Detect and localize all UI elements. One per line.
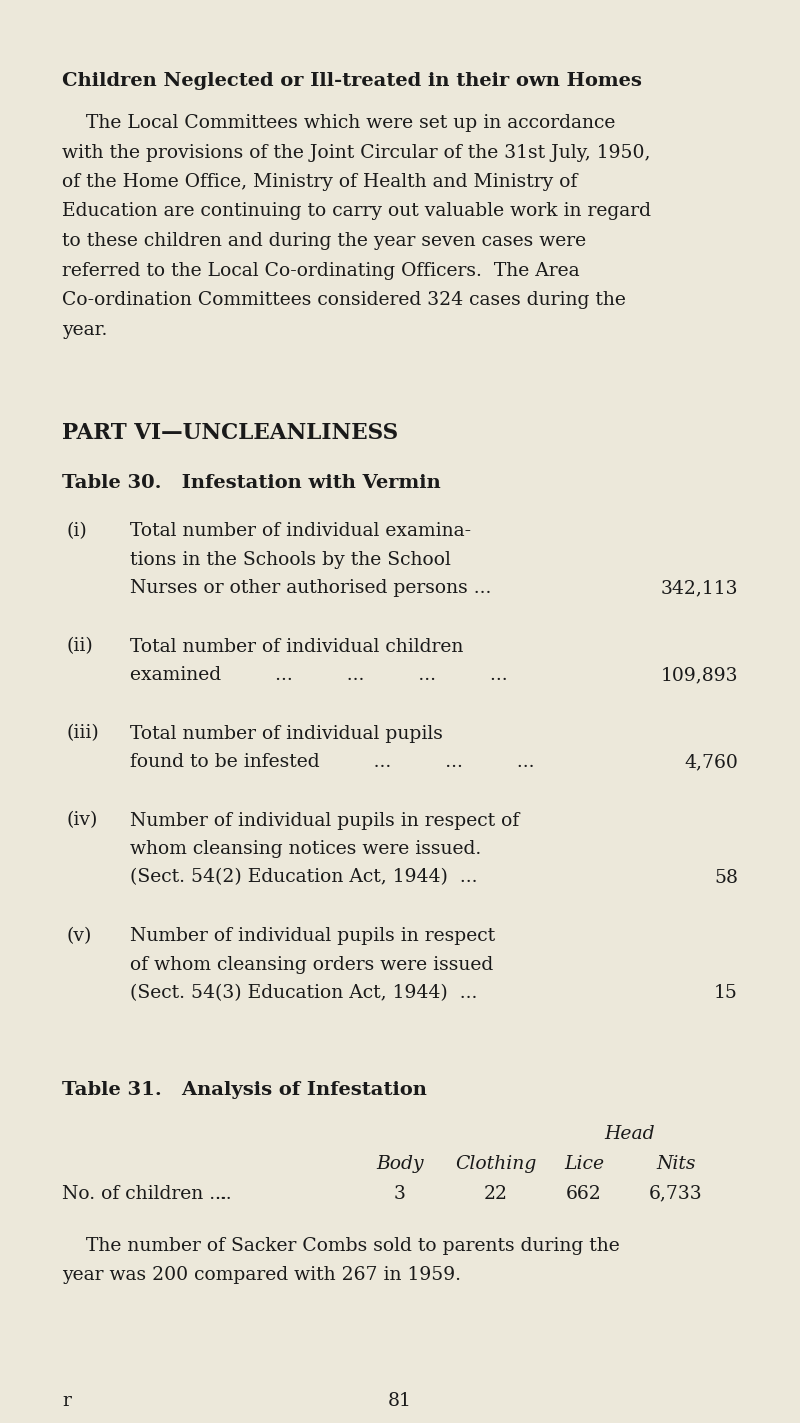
Text: Table 30.   Infestation with Vermin: Table 30. Infestation with Vermin (62, 474, 441, 492)
Text: (Sect. 54(2) Education Act, 1944)  ...: (Sect. 54(2) Education Act, 1944) ... (130, 868, 478, 887)
Text: 3: 3 (394, 1184, 406, 1202)
Text: of the Home Office, Ministry of Health and Ministry of: of the Home Office, Ministry of Health a… (62, 174, 578, 191)
Text: to these children and during the year seven cases were: to these children and during the year se… (62, 232, 586, 250)
Text: Children Neglected or Ill-treated in their own Homes: Children Neglected or Ill-treated in the… (62, 73, 642, 90)
Text: (iv): (iv) (66, 811, 98, 830)
Text: year.: year. (62, 320, 107, 339)
Text: Lice: Lice (564, 1154, 604, 1173)
Text: Table 31.   Analysis of Infestation: Table 31. Analysis of Infestation (62, 1080, 427, 1099)
Text: Total number of individual children: Total number of individual children (130, 638, 463, 656)
Text: Total number of individual examina-: Total number of individual examina- (130, 522, 471, 539)
Text: referred to the Local Co-ordinating Officers.  The Area: referred to the Local Co-ordinating Offi… (62, 262, 580, 279)
Text: 15: 15 (714, 983, 738, 1002)
Text: 109,893: 109,893 (661, 666, 738, 684)
Text: tions in the Schools by the School: tions in the Schools by the School (130, 551, 451, 569)
Text: of whom cleansing orders were issued: of whom cleansing orders were issued (130, 955, 494, 973)
Text: Nurses or other authorised persons ...: Nurses or other authorised persons ... (130, 579, 491, 598)
Text: Co-ordination Committees considered 324 cases during the: Co-ordination Committees considered 324 … (62, 290, 626, 309)
Text: Education are continuing to carry out valuable work in regard: Education are continuing to carry out va… (62, 202, 651, 221)
Text: The Local Committees which were set up in accordance: The Local Committees which were set up i… (62, 114, 615, 132)
Text: PART VI—UNCLEANLINESS: PART VI—UNCLEANLINESS (62, 423, 398, 444)
Text: ...: ... (214, 1184, 232, 1202)
Text: 58: 58 (714, 868, 738, 887)
Text: Head: Head (605, 1124, 655, 1143)
Text: 4,760: 4,760 (684, 753, 738, 771)
Text: (v): (v) (66, 926, 91, 945)
Text: 81: 81 (388, 1392, 412, 1410)
Text: Clothing: Clothing (455, 1154, 537, 1173)
Text: (iii): (iii) (66, 724, 98, 743)
Text: 6,733: 6,733 (649, 1184, 703, 1202)
Text: (i): (i) (66, 522, 86, 539)
Text: found to be infested         ...         ...         ...: found to be infested ... ... ... (130, 753, 534, 771)
Text: Number of individual pupils in respect: Number of individual pupils in respect (130, 926, 495, 945)
Text: Nits: Nits (656, 1154, 696, 1173)
Text: (Sect. 54(3) Education Act, 1944)  ...: (Sect. 54(3) Education Act, 1944) ... (130, 983, 478, 1002)
Text: 662: 662 (566, 1184, 602, 1202)
Text: Body: Body (376, 1154, 424, 1173)
Text: 22: 22 (484, 1184, 508, 1202)
Text: Number of individual pupils in respect of: Number of individual pupils in respect o… (130, 811, 519, 830)
Text: whom cleansing notices were issued.: whom cleansing notices were issued. (130, 840, 482, 858)
Text: year was 200 compared with 267 in 1959.: year was 200 compared with 267 in 1959. (62, 1266, 461, 1284)
Text: (ii): (ii) (66, 638, 93, 656)
Text: 342,113: 342,113 (661, 579, 738, 598)
Text: r: r (62, 1392, 71, 1410)
Text: The number of Sacker Combs sold to parents during the: The number of Sacker Combs sold to paren… (62, 1237, 620, 1255)
Text: examined         ...         ...         ...         ...: examined ... ... ... ... (130, 666, 508, 684)
Text: with the provisions of the Joint Circular of the 31st July, 1950,: with the provisions of the Joint Circula… (62, 144, 650, 161)
Text: No. of children ...: No. of children ... (62, 1184, 227, 1202)
Text: Total number of individual pupils: Total number of individual pupils (130, 724, 443, 743)
